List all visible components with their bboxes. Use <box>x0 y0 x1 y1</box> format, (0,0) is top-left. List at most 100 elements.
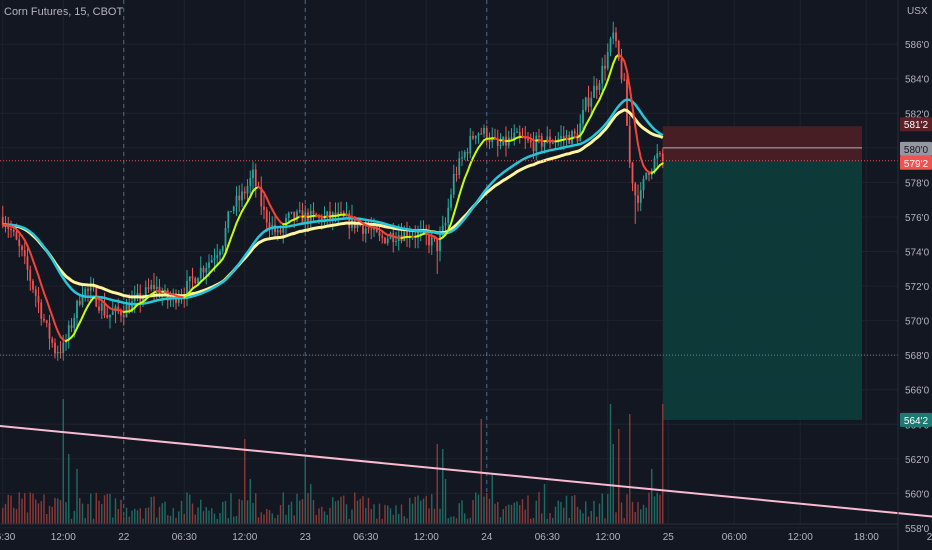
candle-body <box>403 230 406 241</box>
volume-bar <box>389 508 392 524</box>
volume-bar <box>90 493 92 524</box>
volume-bar <box>54 497 56 524</box>
volume-bar <box>524 509 526 524</box>
candle-body <box>584 97 587 110</box>
candle-body <box>392 233 395 242</box>
candle-body <box>23 250 26 257</box>
y-tick-label: 568'0 <box>905 351 930 362</box>
volume-bar <box>321 506 323 524</box>
volume-bar <box>304 459 306 524</box>
volume-bar <box>593 500 595 524</box>
volume-bar <box>431 494 433 524</box>
candle-body <box>76 300 78 319</box>
volume-bar <box>590 510 592 524</box>
x-tick-label: 12:00 <box>232 532 257 543</box>
candle-body <box>626 79 628 126</box>
candle-body <box>287 212 290 218</box>
candle-body <box>458 158 461 175</box>
volume-bar <box>37 503 40 524</box>
ma-fast-segment <box>458 185 463 197</box>
volume-bar <box>315 514 317 524</box>
grid <box>0 0 932 529</box>
candle-body <box>367 228 370 230</box>
volume-bar <box>147 507 150 524</box>
volume-bar <box>279 504 282 524</box>
candle-body <box>142 297 144 303</box>
volume-bar <box>458 503 460 524</box>
volume-bar <box>645 507 647 524</box>
candle-body <box>18 239 21 247</box>
candle-body <box>488 139 491 143</box>
volume-bar <box>2 507 4 524</box>
x-tick-label: 06:30 <box>0 532 16 543</box>
volume-bar <box>560 502 562 524</box>
volume-bar <box>508 504 510 524</box>
candle-body <box>543 142 546 147</box>
volume-bars <box>2 399 664 524</box>
candle-body <box>279 230 282 233</box>
volume-bar <box>109 493 111 524</box>
x-tick-label: 12:00 <box>414 532 439 543</box>
candle-body <box>144 287 147 298</box>
candle-body <box>562 136 565 139</box>
candle-body <box>191 276 194 279</box>
ma-fast-segment <box>466 163 472 173</box>
candle-body <box>282 225 285 233</box>
candle-body <box>441 225 444 234</box>
candle-body <box>100 303 103 311</box>
volume-bar <box>612 444 614 524</box>
candle-body <box>381 235 384 238</box>
candle-body <box>430 237 433 246</box>
volume-bar <box>227 518 229 524</box>
candle-body <box>356 223 359 228</box>
volume-bar <box>191 503 194 524</box>
volume-bar <box>367 497 370 524</box>
x-tick-label: 06:00 <box>722 532 747 543</box>
volume-bar <box>15 509 18 524</box>
ma-fast-segment <box>81 309 87 318</box>
volume-bar <box>43 494 45 524</box>
ma-fast-segment <box>447 222 452 232</box>
candle-body <box>364 228 367 234</box>
candle-body <box>474 135 477 139</box>
candle-body <box>238 195 241 201</box>
candle-body <box>628 125 631 163</box>
volume-bar <box>211 508 213 524</box>
candle-body <box>81 296 84 305</box>
volume-bar <box>7 494 9 524</box>
ma-fast-segment <box>612 55 617 65</box>
volume-bar <box>288 504 290 524</box>
volume-bar <box>216 518 218 524</box>
candle-body <box>235 195 238 207</box>
candle-body <box>428 234 430 246</box>
volume-bar <box>546 518 548 524</box>
candle-body <box>29 269 32 281</box>
candle-body <box>106 315 109 318</box>
candle-body <box>620 58 623 80</box>
volume-bar <box>527 495 529 524</box>
candle-body <box>595 85 598 90</box>
volume-bar <box>486 493 488 524</box>
candle-body <box>249 178 252 186</box>
x-tick-label: 12:00 <box>788 532 813 543</box>
x-tick-label: 18:00 <box>854 532 879 543</box>
y-tick-label: 560'0 <box>905 489 930 500</box>
candle-body <box>606 52 609 69</box>
candle-body <box>461 157 463 159</box>
volume-bar <box>505 505 507 524</box>
candle-body <box>653 158 656 172</box>
candle-body <box>370 228 373 230</box>
volume-bar <box>268 510 271 524</box>
volume-bar <box>235 516 238 524</box>
volume-bar <box>343 495 345 524</box>
ma-fast-segment <box>32 259 37 270</box>
volume-bar <box>488 498 491 524</box>
candle-body <box>45 320 48 323</box>
ma-fast-segment <box>463 170 469 180</box>
volume-bar <box>631 501 634 524</box>
x-tick-label: 26 <box>927 532 932 543</box>
horizontal-lines <box>0 160 932 518</box>
volume-bar <box>362 496 364 524</box>
volume-bar <box>585 501 587 524</box>
